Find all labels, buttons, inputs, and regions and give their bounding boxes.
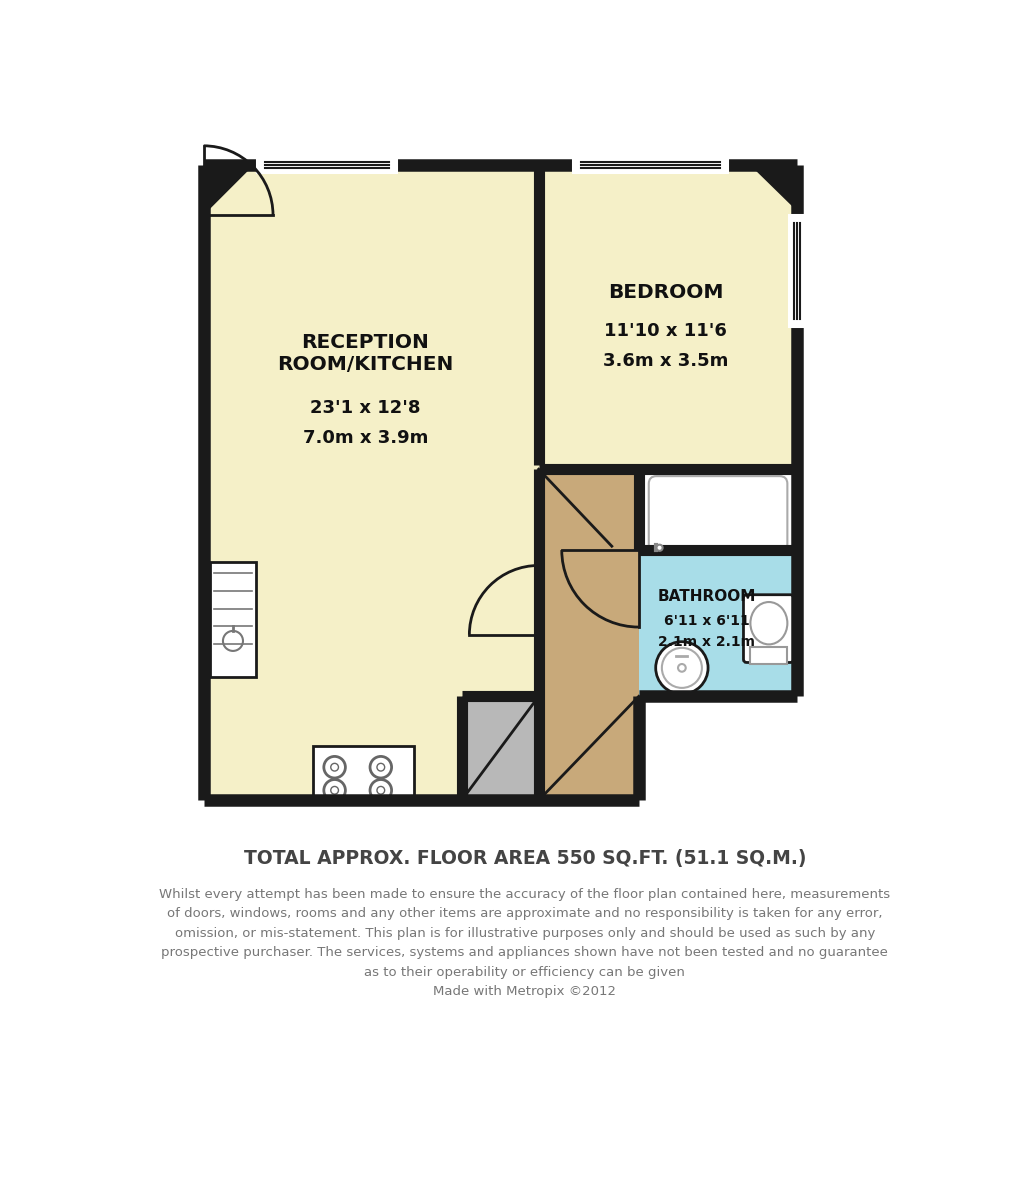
Bar xyxy=(462,697,539,801)
Text: 11'10 x 11'6: 11'10 x 11'6 xyxy=(604,322,727,340)
Bar xyxy=(639,470,797,697)
Bar xyxy=(751,647,787,664)
Text: 2.1m x 2.1m: 2.1m x 2.1m xyxy=(658,635,755,649)
Text: BATHROOM: BATHROOM xyxy=(657,589,756,603)
Polygon shape xyxy=(751,166,797,212)
FancyBboxPatch shape xyxy=(642,472,795,554)
Bar xyxy=(539,470,639,801)
Bar xyxy=(639,550,797,697)
Ellipse shape xyxy=(751,602,787,645)
Text: Whilst every attempt has been made to ensure the accuracy of the floor plan cont: Whilst every attempt has been made to en… xyxy=(160,887,890,998)
FancyBboxPatch shape xyxy=(743,595,794,662)
Circle shape xyxy=(662,648,701,687)
Text: BEDROOM: BEDROOM xyxy=(608,283,724,302)
Bar xyxy=(204,166,539,801)
Bar xyxy=(210,562,256,677)
Text: 3.6m x 3.5m: 3.6m x 3.5m xyxy=(603,353,728,370)
FancyBboxPatch shape xyxy=(649,476,787,551)
Text: RECEPTION
ROOM/KITCHEN: RECEPTION ROOM/KITCHEN xyxy=(278,334,454,374)
Text: 7.0m x 3.9m: 7.0m x 3.9m xyxy=(303,429,428,447)
Text: TOTAL APPROX. FLOOR AREA 550 SQ.FT. (51.1 SQ.M.): TOTAL APPROX. FLOOR AREA 550 SQ.FT. (51.… xyxy=(244,848,806,867)
Circle shape xyxy=(656,544,663,551)
Circle shape xyxy=(678,664,686,672)
Text: 6'11 x 6'11: 6'11 x 6'11 xyxy=(664,614,750,628)
Bar xyxy=(313,746,414,801)
Polygon shape xyxy=(204,166,254,215)
Circle shape xyxy=(655,641,708,694)
Text: 23'1 x 12'8: 23'1 x 12'8 xyxy=(310,399,421,416)
Bar xyxy=(539,166,797,470)
